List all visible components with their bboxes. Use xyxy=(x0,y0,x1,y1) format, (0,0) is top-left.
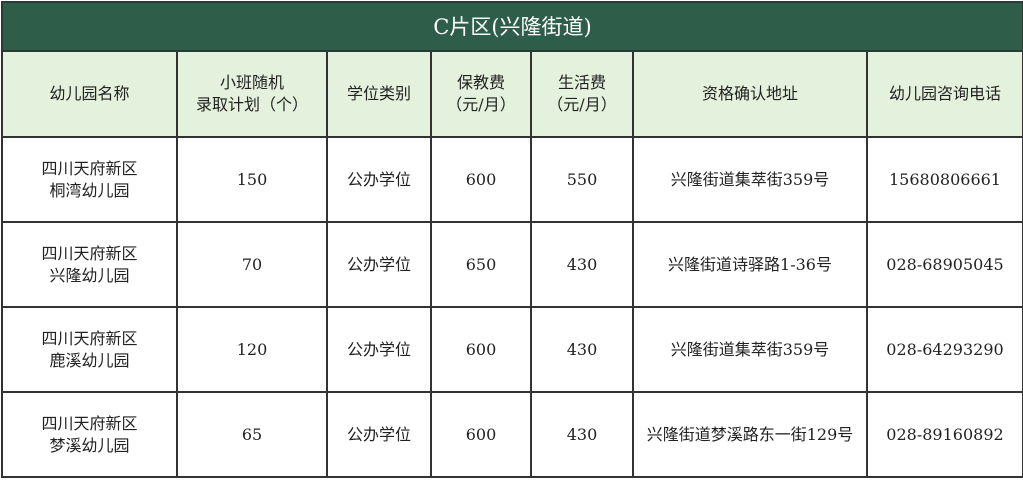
cell-living: 430 xyxy=(530,391,634,478)
cell-text: 四川天府新区 xyxy=(41,243,138,263)
header-text: 小班随机 xyxy=(219,73,284,92)
header-plan: 小班随机录取计划（个） xyxy=(176,50,328,138)
cell-text: 四川天府新区 xyxy=(41,328,138,348)
cell-living: 550 xyxy=(530,136,634,223)
cell-phone: 028-64293290 xyxy=(866,306,1023,393)
table-row: 四川天府新区 兴隆幼儿园 70 公办学位 650 430 兴隆街道诗驿路1-36号 028-6… xyxy=(1,221,1023,308)
cell-living: 430 xyxy=(530,306,634,393)
cell-address: 兴隆街道集萃街359号 xyxy=(632,306,868,393)
header-tuition: 保教费 （元/月） xyxy=(430,50,532,138)
table-row: 四川天府新区 鹿溪幼儿园 120 公办学位 600 430 兴隆街道集萃街359号 028-6… xyxy=(1,306,1023,393)
table-row: 四川天府新区 梦溪幼儿园 65 公办学位 600 430 兴隆街道梦溪路东一街129号 028… xyxy=(1,391,1023,478)
header-row: 幼儿园名称 小班随机录取计划（个） 学位类别 保教费 （元/月） 生活费 （元/月） 资格确认… xyxy=(1,50,1023,138)
cell-address: 兴隆街道集萃街359号 xyxy=(632,136,868,223)
cell-text: 鹿溪幼儿园 xyxy=(49,350,130,370)
cell-phone: 028-68905045 xyxy=(866,221,1023,308)
header-text: 学位类别 xyxy=(346,84,411,103)
cell-tuition: 600 xyxy=(430,136,532,223)
cell-living: 430 xyxy=(530,221,634,308)
cell-phone: 15680806661 xyxy=(866,136,1023,223)
cell-name: 四川天府新区 兴隆幼儿园 xyxy=(1,221,178,308)
table-row: 四川天府新区 桐湾幼儿园 150 公办学位 600 550 兴隆街道集萃街359号 15680… xyxy=(1,136,1023,223)
cell-plan: 65 xyxy=(176,391,328,478)
kindergarten-table: C片区(兴隆街道) 幼儿园名称 小班随机 录取计划（个） 学位类别 保教费 （元/月） 生活… xyxy=(1,1,1023,478)
cell-tuition: 600 xyxy=(430,306,532,393)
cell-plan: 120 xyxy=(176,306,328,393)
header-type: 学位类别 xyxy=(326,50,432,138)
header-text: 生活费 xyxy=(557,73,606,92)
cell-plan: 70 xyxy=(176,221,328,308)
cell-name: 四川天府新区 鹿溪幼儿园 xyxy=(1,306,178,393)
cell-plan: 150 xyxy=(176,136,328,223)
cell-text: 兴隆幼儿园 xyxy=(49,265,130,285)
header-text: （元/月） xyxy=(446,95,516,114)
cell-phone: 028-89160892 xyxy=(866,391,1023,478)
cell-address: 兴隆街道诗驿路1-36号 xyxy=(632,221,868,308)
cell-type: 公办学位 xyxy=(326,136,432,223)
cell-tuition: 650 xyxy=(430,221,532,308)
cell-type: 公办学位 xyxy=(326,391,432,478)
header-text: 幼儿园名称 xyxy=(49,84,130,103)
header-text: （元/月） xyxy=(547,95,617,114)
cell-type: 公办学位 xyxy=(326,221,432,308)
cell-tuition: 600 xyxy=(430,391,532,478)
header-phone: 幼儿园咨询电话 xyxy=(866,50,1023,138)
cell-name: 四川天府新区 梦溪幼儿园 xyxy=(1,391,178,478)
cell-address: 兴隆街道梦溪路东一街129号 xyxy=(632,391,868,478)
header-text: 幼儿园咨询电话 xyxy=(888,84,1001,103)
cell-text: 四川天府新区 xyxy=(41,413,138,433)
header-address: 资格确认地址 xyxy=(632,50,868,138)
table-title: C片区(兴隆街道) xyxy=(1,1,1023,52)
header-text: 录取计划（个） xyxy=(195,95,308,114)
header-text: 保教费 xyxy=(456,73,505,92)
cell-type: 公办学位 xyxy=(326,306,432,393)
cell-text: 桐湾幼儿园 xyxy=(49,180,130,200)
header-text: 资格确认地址 xyxy=(701,84,798,103)
cell-text: 梦溪幼儿园 xyxy=(49,435,130,455)
header-living: 生活费 （元/月） xyxy=(530,50,634,138)
header-name: 幼儿园名称 xyxy=(1,50,178,138)
cell-text: 四川天府新区 xyxy=(41,158,138,178)
cell-name: 四川天府新区 桐湾幼儿园 xyxy=(1,136,178,223)
